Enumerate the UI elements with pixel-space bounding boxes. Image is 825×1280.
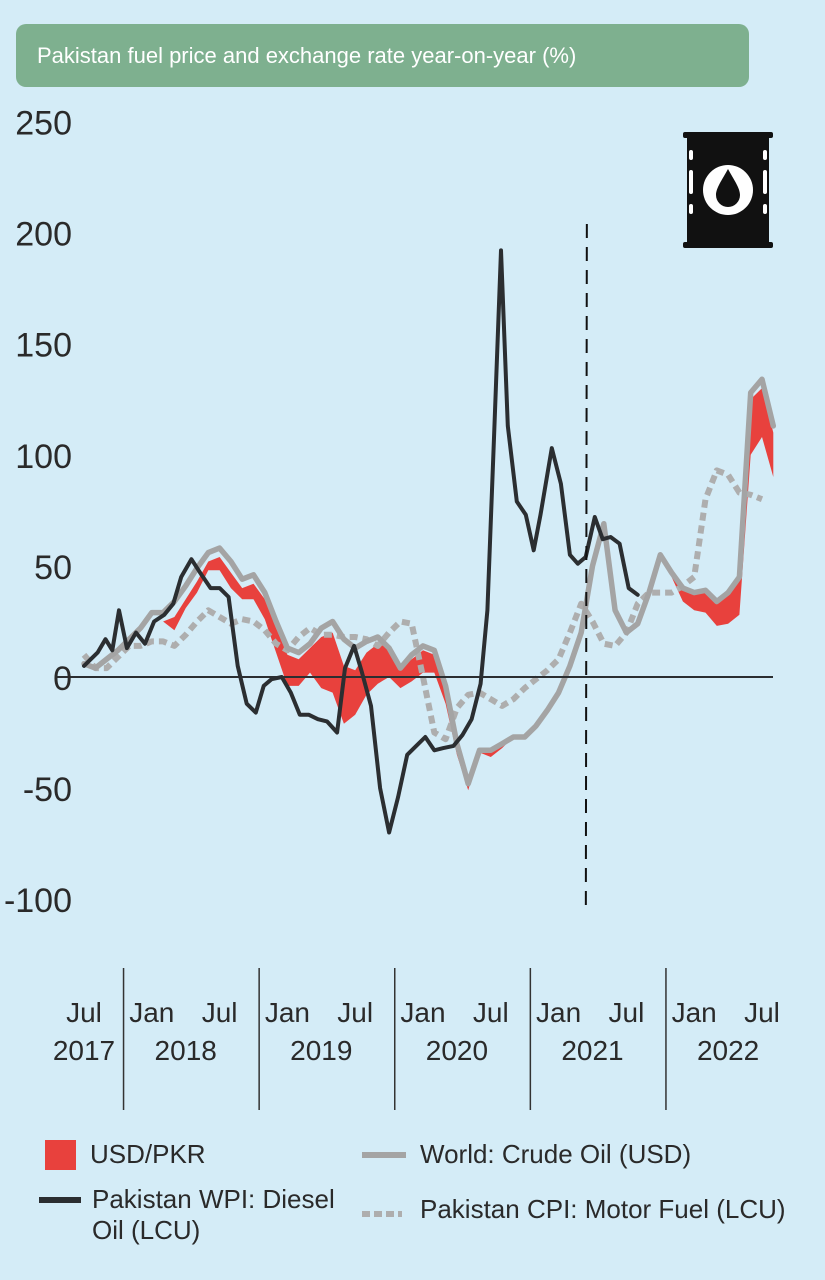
legend-label-cpi: Pakistan CPI: Motor Fuel (LCU)	[420, 1194, 786, 1224]
x-year-label: 2018	[155, 1035, 217, 1066]
x-year-label: 2020	[426, 1035, 488, 1066]
x-tick-label: Jul	[337, 997, 373, 1028]
legend-swatch-wpi	[39, 1197, 81, 1203]
x-year-label: 2021	[561, 1035, 623, 1066]
x-tick-label: Jan	[672, 997, 717, 1028]
x-tick-label: Jul	[202, 997, 238, 1028]
usd-pkr-band	[84, 388, 774, 791]
legend-label-wpi: Pakistan WPI: Diesel Oil (LCU)	[92, 1184, 335, 1245]
x-axis-layer: Jul 2017 Jan Jul 2018 Jan Jul 2019 Jan Jul 2020 Jan…	[53, 968, 780, 1110]
y-tick-label: -50	[23, 771, 72, 809]
legend-label-usd-pkr: USD/PKR	[90, 1139, 206, 1169]
series-line-wpi-diesel	[82, 248, 640, 835]
chart-title: Pakistan fuel price and exchange rate ye…	[16, 24, 749, 87]
y-tick-label: 150	[15, 327, 72, 365]
event-dashed-line	[584, 223, 588, 907]
axis-layer	[55, 223, 773, 907]
oil-barrel-icon	[683, 132, 773, 248]
y-tick-label: 0	[53, 660, 72, 698]
x-tick-label: Jan	[400, 997, 445, 1028]
x-tick-label: Jul	[744, 997, 780, 1028]
x-year-label: 2017	[53, 1035, 115, 1066]
x-tick-label: Jan	[265, 997, 310, 1028]
series-line-layer	[81, 248, 777, 835]
x-tick-label: Jan	[536, 997, 581, 1028]
x-year-label: 2019	[290, 1035, 352, 1066]
y-tick-label: 50	[34, 549, 72, 587]
legend-swatch-usd-pkr	[45, 1140, 76, 1170]
legend-swatch-crude	[362, 1152, 406, 1158]
y-tick-label: 200	[15, 216, 72, 254]
x-year-label: 2022	[697, 1035, 759, 1066]
y-tick-label: 100	[15, 438, 72, 476]
x-tick-label: Jul	[66, 997, 102, 1028]
y-tick-label: 250	[15, 105, 72, 143]
x-tick-label: Jul	[609, 997, 645, 1028]
series-line-crude-oil	[81, 376, 777, 787]
legend-swatch-cpi	[362, 1211, 402, 1217]
x-tick-label: Jul	[473, 997, 509, 1028]
chart-title-text: Pakistan fuel price and exchange rate ye…	[37, 42, 577, 68]
x-tick-label: Jan	[129, 997, 174, 1028]
tick-label-layer: 250 200 150 100 50 0 -50 -100	[4, 105, 72, 921]
usd-pkr-band-layer	[84, 388, 774, 791]
y-tick-label: -100	[4, 882, 72, 920]
legend-label-crude: World: Crude Oil (USD)	[420, 1139, 692, 1169]
